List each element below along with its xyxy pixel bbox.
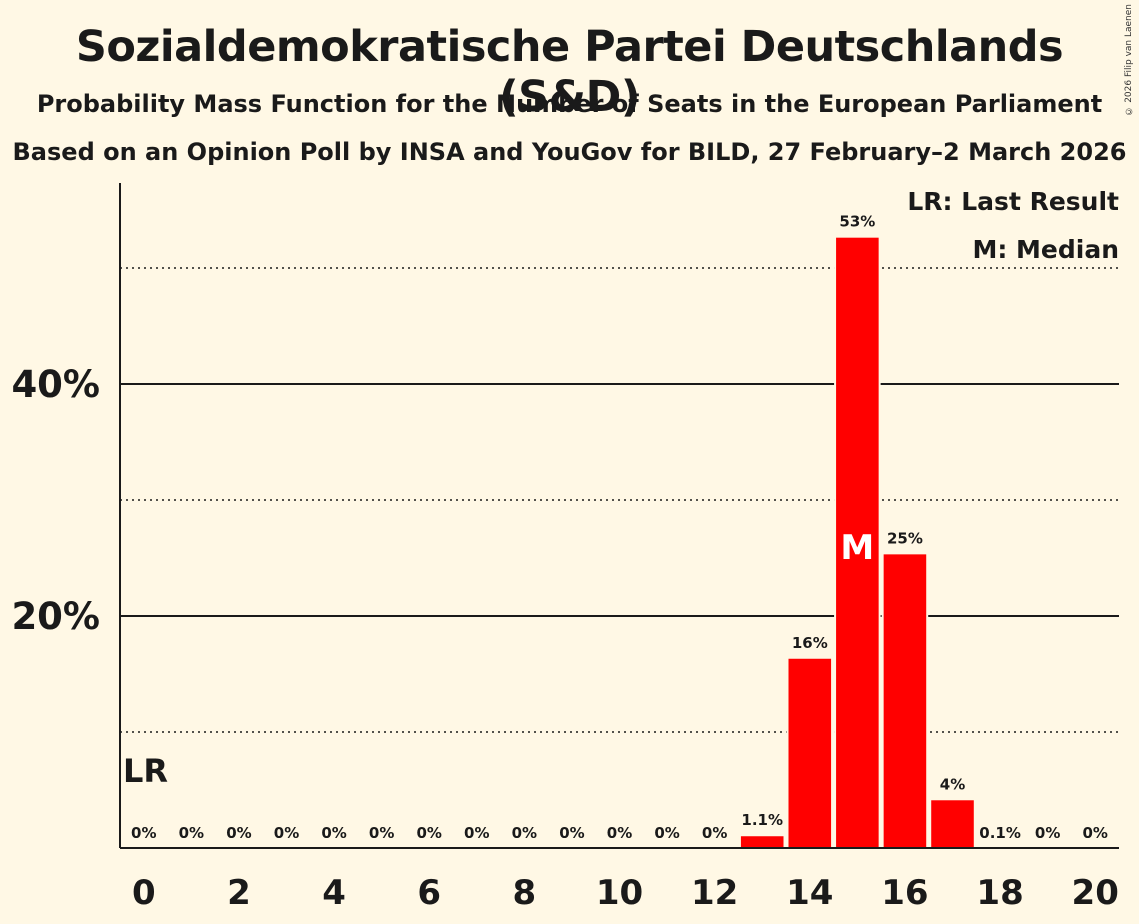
x-tick-label-16: 16 (881, 873, 928, 913)
y-tick-label-40: 40% (11, 363, 100, 406)
legend-last-result: LR: Last Result (907, 187, 1119, 216)
last-result-marker: LR (123, 752, 168, 790)
value-label-seat-15: 53% (839, 213, 875, 231)
value-label-seat-13: 1.1% (741, 811, 783, 829)
x-tick-label-4: 4 (322, 873, 346, 913)
value-label-seat-17: 4% (940, 775, 965, 793)
value-label-seat-9: 0% (559, 824, 584, 842)
bar-seat-14 (786, 656, 834, 850)
legend-median: M: Median (972, 235, 1119, 264)
y-axis-labels: 20% 40% (11, 363, 100, 638)
x-tick-label-2: 2 (227, 873, 251, 913)
x-tick-label-8: 8 (513, 873, 537, 913)
value-label-seat-12: 0% (702, 824, 727, 842)
bars (738, 235, 1024, 850)
chart-subtitle: Probability Mass Function for the Number… (36, 90, 1103, 118)
value-label-seat-6: 0% (416, 824, 441, 842)
value-label-seat-18: 0.1% (979, 824, 1021, 842)
value-label-seat-16: 25% (887, 529, 923, 547)
value-label-seat-0: 0% (131, 824, 156, 842)
chart-source: Based on an Opinion Poll by INSA and You… (12, 138, 1127, 166)
x-tick-label-10: 10 (596, 873, 643, 913)
value-label-seat-4: 0% (321, 824, 346, 842)
x-tick-label-20: 20 (1072, 873, 1119, 913)
value-label-seat-11: 0% (654, 824, 679, 842)
value-label-seat-14: 16% (792, 634, 828, 652)
value-label-seat-19: 0% (1035, 824, 1060, 842)
value-label-seat-3: 0% (274, 824, 299, 842)
bar-seat-13 (738, 834, 786, 849)
value-label-seat-1: 0% (179, 824, 204, 842)
median-marker: M (840, 528, 874, 568)
x-tick-label-12: 12 (691, 873, 738, 913)
value-label-seat-5: 0% (369, 824, 394, 842)
value-label-seat-8: 0% (512, 824, 537, 842)
bar-seat-17 (929, 798, 976, 850)
value-label-seat-2: 0% (226, 824, 251, 842)
x-tick-label-18: 18 (976, 873, 1023, 913)
bar-seat-15 (834, 235, 881, 849)
x-tick-label-6: 6 (417, 873, 441, 913)
x-tick-label-14: 14 (786, 873, 833, 913)
value-label-seat-10: 0% (607, 824, 632, 842)
value-label-seat-7: 0% (464, 824, 489, 842)
value-label-seat-20: 0% (1082, 824, 1107, 842)
y-tick-label-20: 20% (11, 595, 100, 638)
grid-lines (120, 267, 1119, 733)
value-labels: 0% 0% 0% 0% 0% 0% 0% 0% 0% 0% 0% 0% 0% 1.1% 16% 53% 25% 4… (131, 213, 1108, 842)
x-tick-label-0: 0 (132, 873, 156, 913)
chart-title: Sozialdemokratische Partei Deutschlands … (75, 22, 1064, 122)
x-axis-labels: 0 2 4 6 8 10 12 14 16 18 20 (132, 873, 1119, 913)
bar-seat-16 (881, 552, 929, 849)
